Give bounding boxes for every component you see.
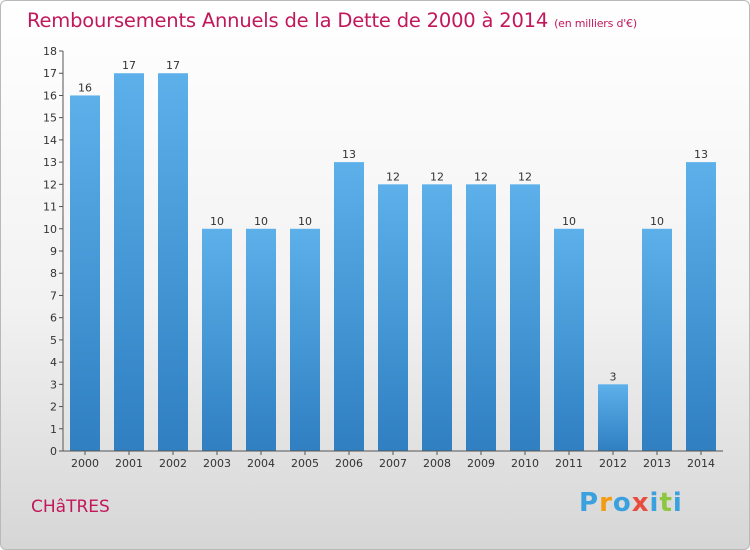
bar-value-label: 10 bbox=[210, 215, 224, 228]
logo-letter: r bbox=[599, 488, 613, 518]
x-axis: 2000 2001 2002 2003 2004 2005 2006 2007 2008 2009… bbox=[63, 450, 723, 470]
bar-2006 bbox=[334, 162, 364, 451]
bar-2007 bbox=[378, 184, 408, 452]
x-tick-label: 2013 bbox=[643, 457, 671, 470]
bar-value-label: 17 bbox=[166, 59, 180, 72]
bar-value-label: 12 bbox=[518, 170, 532, 183]
x-tick-label: 2001 bbox=[115, 457, 143, 470]
bar-2010 bbox=[510, 184, 540, 452]
logo-letter: o bbox=[612, 488, 632, 518]
bar-2005 bbox=[290, 228, 320, 451]
bar-value-label: 17 bbox=[122, 59, 136, 72]
y-tick-label: 5 bbox=[50, 334, 57, 347]
x-tick-label: 2010 bbox=[511, 457, 539, 470]
x-tick-label: 2011 bbox=[555, 457, 583, 470]
logo-letter: i bbox=[672, 488, 683, 518]
commune-name: CHâTRES bbox=[31, 497, 110, 517]
proxiti-logo[interactable]: Proxiti bbox=[579, 488, 683, 518]
bar-value-label: 3 bbox=[610, 370, 617, 383]
bar-2014 bbox=[686, 162, 716, 451]
y-tick-label: 0 bbox=[50, 445, 57, 458]
y-tick-label: 14 bbox=[43, 134, 57, 147]
logo-letter: P bbox=[579, 488, 600, 518]
x-tick-label: 2004 bbox=[247, 457, 275, 470]
y-tick-label: 12 bbox=[43, 178, 57, 191]
bar-2009 bbox=[466, 184, 496, 452]
y-tick-label: 16 bbox=[43, 89, 57, 102]
chart-unit: (en milliers d'€) bbox=[554, 17, 637, 30]
bar-value-label: 12 bbox=[386, 170, 400, 183]
y-tick-label: 18 bbox=[43, 45, 57, 58]
bar-2008 bbox=[422, 184, 452, 452]
y-tick-label: 13 bbox=[43, 156, 57, 169]
y-tick-label: 8 bbox=[50, 267, 57, 280]
chart-title-text: Remboursements Annuels de la Dette de 20… bbox=[27, 9, 549, 32]
x-tick-label: 2008 bbox=[423, 457, 451, 470]
bar-2002 bbox=[158, 73, 188, 451]
x-tick-label: 2014 bbox=[687, 457, 715, 470]
y-tick-label: 9 bbox=[50, 245, 57, 258]
x-tick-label: 2000 bbox=[71, 457, 99, 470]
bar-value-label: 12 bbox=[430, 170, 444, 183]
y-tick-label: 17 bbox=[43, 67, 57, 80]
bar-value-label: 12 bbox=[474, 170, 488, 183]
bar-2001 bbox=[114, 73, 144, 451]
bars: 16 17 17 10 10 10 13 12 12 12 12 10 3 10 13 bbox=[70, 59, 716, 452]
x-tick-label: 2007 bbox=[379, 457, 407, 470]
x-tick-label: 2002 bbox=[159, 457, 187, 470]
bar-2000 bbox=[70, 95, 100, 451]
bar-2004 bbox=[246, 228, 276, 451]
y-tick-label: 15 bbox=[43, 112, 57, 125]
logo-letter: x bbox=[631, 488, 650, 518]
bar-2003 bbox=[202, 228, 232, 451]
bar-2011 bbox=[554, 228, 584, 451]
bar-value-label: 16 bbox=[78, 81, 92, 94]
y-tick-label: 3 bbox=[50, 378, 57, 391]
bar-value-label: 10 bbox=[650, 215, 664, 228]
bar-value-label: 10 bbox=[254, 215, 268, 228]
y-tick-label: 6 bbox=[50, 312, 57, 325]
bar-value-label: 10 bbox=[298, 215, 312, 228]
bar-value-label: 13 bbox=[342, 148, 356, 161]
y-tick-label: 2 bbox=[50, 401, 57, 414]
x-tick-label: 2003 bbox=[203, 457, 231, 470]
bar-2012 bbox=[598, 384, 628, 451]
x-tick-label: 2005 bbox=[291, 457, 319, 470]
bar-value-label: 13 bbox=[694, 148, 708, 161]
bar-value-label: 10 bbox=[562, 215, 576, 228]
y-tick-label: 7 bbox=[50, 289, 57, 302]
bar-2013 bbox=[642, 228, 672, 451]
x-tick-label: 2006 bbox=[335, 457, 363, 470]
logo-letter: t bbox=[659, 488, 673, 518]
x-tick-label: 2012 bbox=[599, 457, 627, 470]
chart-title: Remboursements Annuels de la Dette de 20… bbox=[27, 9, 637, 32]
x-tick-label: 2009 bbox=[467, 457, 495, 470]
y-tick-label: 11 bbox=[43, 201, 57, 214]
y-tick-label: 1 bbox=[50, 423, 57, 436]
logo-letter: i bbox=[649, 488, 660, 518]
y-tick-label: 10 bbox=[43, 223, 57, 236]
y-tick-label: 4 bbox=[50, 356, 57, 369]
